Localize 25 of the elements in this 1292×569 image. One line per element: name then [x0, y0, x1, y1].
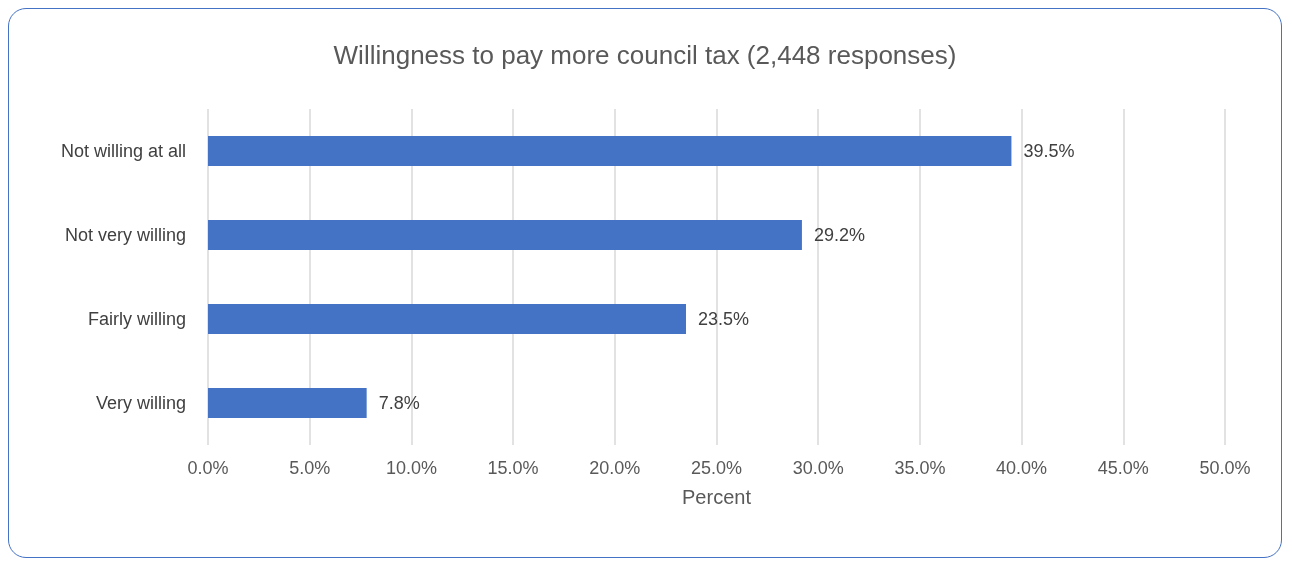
- x-tick-label: 15.0%: [487, 458, 539, 478]
- x-tick-label: 10.0%: [385, 458, 437, 478]
- data-label: 23.5%: [697, 309, 750, 329]
- x-axis-title: Percent: [682, 486, 752, 508]
- chart-title: Willingness to pay more council tax (2,448 responses): [333, 40, 957, 70]
- x-tick-label: 50.0%: [1199, 458, 1251, 478]
- bar: [208, 304, 686, 334]
- x-tick-label: 20.0%: [589, 458, 641, 478]
- bar: [208, 136, 1012, 166]
- x-tick-label: 25.0%: [690, 458, 743, 478]
- x-tick-label: 45.0%: [1097, 458, 1149, 478]
- x-tick-label: 0.0%: [187, 458, 229, 478]
- x-tick-label: 30.0%: [792, 458, 844, 478]
- x-tick-label: 5.0%: [289, 458, 331, 478]
- x-tick-label: 35.0%: [894, 458, 946, 478]
- data-label: 29.2%: [813, 225, 865, 245]
- y-tick-label: Very willing: [95, 393, 186, 413]
- bar: [208, 388, 367, 418]
- y-tick-label: Not very willing: [64, 225, 186, 245]
- data-label: 39.5%: [1023, 141, 1075, 161]
- data-label: 7.8%: [378, 393, 420, 413]
- x-tick-label: 40.0%: [996, 458, 1048, 478]
- y-tick-label: Not willing at all: [60, 141, 186, 161]
- y-tick-label: Fairly willing: [87, 309, 186, 329]
- bar: [208, 220, 802, 250]
